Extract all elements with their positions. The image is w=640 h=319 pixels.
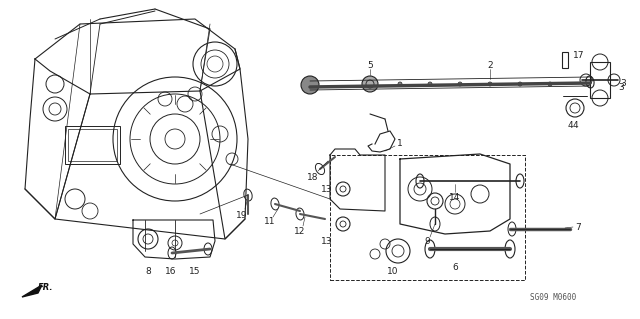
Text: 12: 12 xyxy=(294,226,306,235)
Text: 9: 9 xyxy=(424,236,430,246)
Text: 13: 13 xyxy=(321,184,333,194)
Text: 16: 16 xyxy=(165,266,177,276)
Circle shape xyxy=(398,82,402,86)
Text: 5: 5 xyxy=(367,61,373,70)
Text: FR.: FR. xyxy=(38,283,54,292)
Bar xyxy=(65,126,120,164)
Text: 7: 7 xyxy=(575,222,581,232)
Polygon shape xyxy=(22,285,42,297)
Text: 13: 13 xyxy=(321,236,333,246)
Text: 3: 3 xyxy=(620,79,626,88)
Circle shape xyxy=(458,82,462,86)
Bar xyxy=(590,62,610,98)
Circle shape xyxy=(548,82,552,86)
Text: SG09 M0600: SG09 M0600 xyxy=(530,293,576,301)
Text: 1: 1 xyxy=(397,139,403,149)
Text: 18: 18 xyxy=(307,173,319,182)
Bar xyxy=(562,52,568,68)
Text: 6: 6 xyxy=(452,263,458,271)
Bar xyxy=(68,129,117,161)
Text: 4: 4 xyxy=(572,122,578,130)
Text: 17: 17 xyxy=(573,50,584,60)
Text: 8: 8 xyxy=(145,266,151,276)
Text: 4: 4 xyxy=(567,121,573,130)
Circle shape xyxy=(428,82,432,86)
Text: 2: 2 xyxy=(487,61,493,70)
Circle shape xyxy=(488,82,492,86)
Circle shape xyxy=(301,76,319,94)
Text: 19: 19 xyxy=(236,211,248,219)
Text: 10: 10 xyxy=(387,266,399,276)
Text: 15: 15 xyxy=(189,266,201,276)
Circle shape xyxy=(518,82,522,86)
Bar xyxy=(330,155,525,280)
Text: 11: 11 xyxy=(264,218,276,226)
Circle shape xyxy=(362,76,378,92)
Text: 14: 14 xyxy=(449,192,461,202)
Text: 3: 3 xyxy=(618,84,624,93)
